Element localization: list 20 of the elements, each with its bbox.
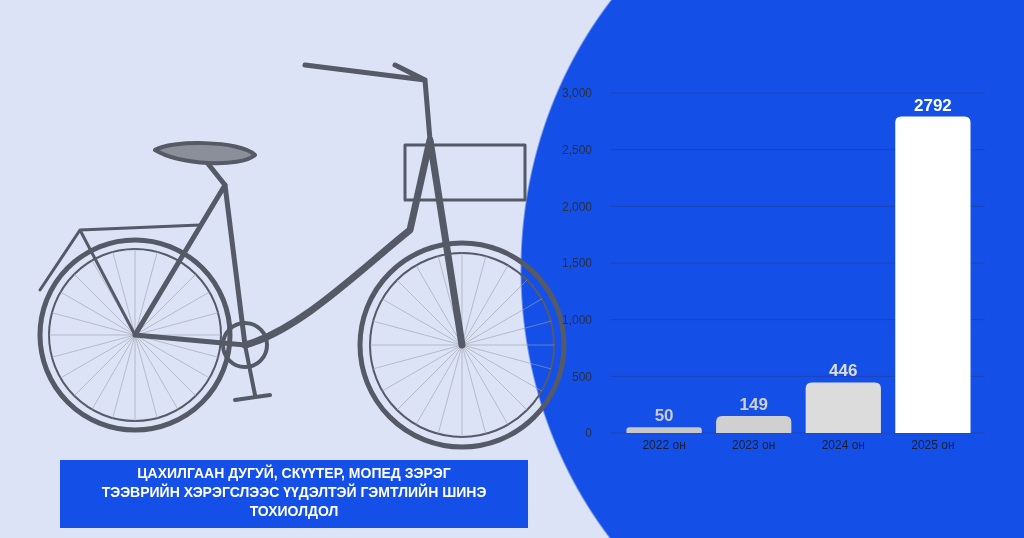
data-label: 2792 (913, 95, 952, 115)
text: ЦАХИЛГААН ДУГУЙ, СКҮҮТЕР, МОПЕД ЗЭРЭГ ТЭЭВРИЙН ХЭРЭГСЛЭЭС ҮҮДЭЛТЭЙ ГЭМТЛИЙН ШИНЭ ТОХИОЛДОЛ (101, 464, 487, 519)
x-tick-label: 2025 он (911, 438, 955, 452)
y-tick-label: 500 (571, 369, 593, 384)
data-label: 50 (654, 406, 674, 426)
y-tick-label: 2,500 (561, 142, 593, 157)
data-label: 446 (829, 361, 858, 381)
y-tick-label: 0 (585, 426, 593, 441)
y-tick-label: 1,500 (561, 256, 593, 271)
bar (805, 382, 881, 433)
bar (626, 427, 702, 433)
x-tick-label: 2022 он (642, 438, 686, 452)
x-tick-label: 2023 он (732, 438, 776, 452)
y-tick-label: 1,000 (561, 312, 593, 327)
x-tick-label: 2024 он (821, 438, 865, 452)
bar (895, 116, 971, 433)
bar (716, 416, 792, 433)
y-tick-label: 2,000 (561, 199, 593, 214)
data-label: 149 (739, 395, 768, 415)
y-tick-label: 3,000 (561, 86, 593, 101)
